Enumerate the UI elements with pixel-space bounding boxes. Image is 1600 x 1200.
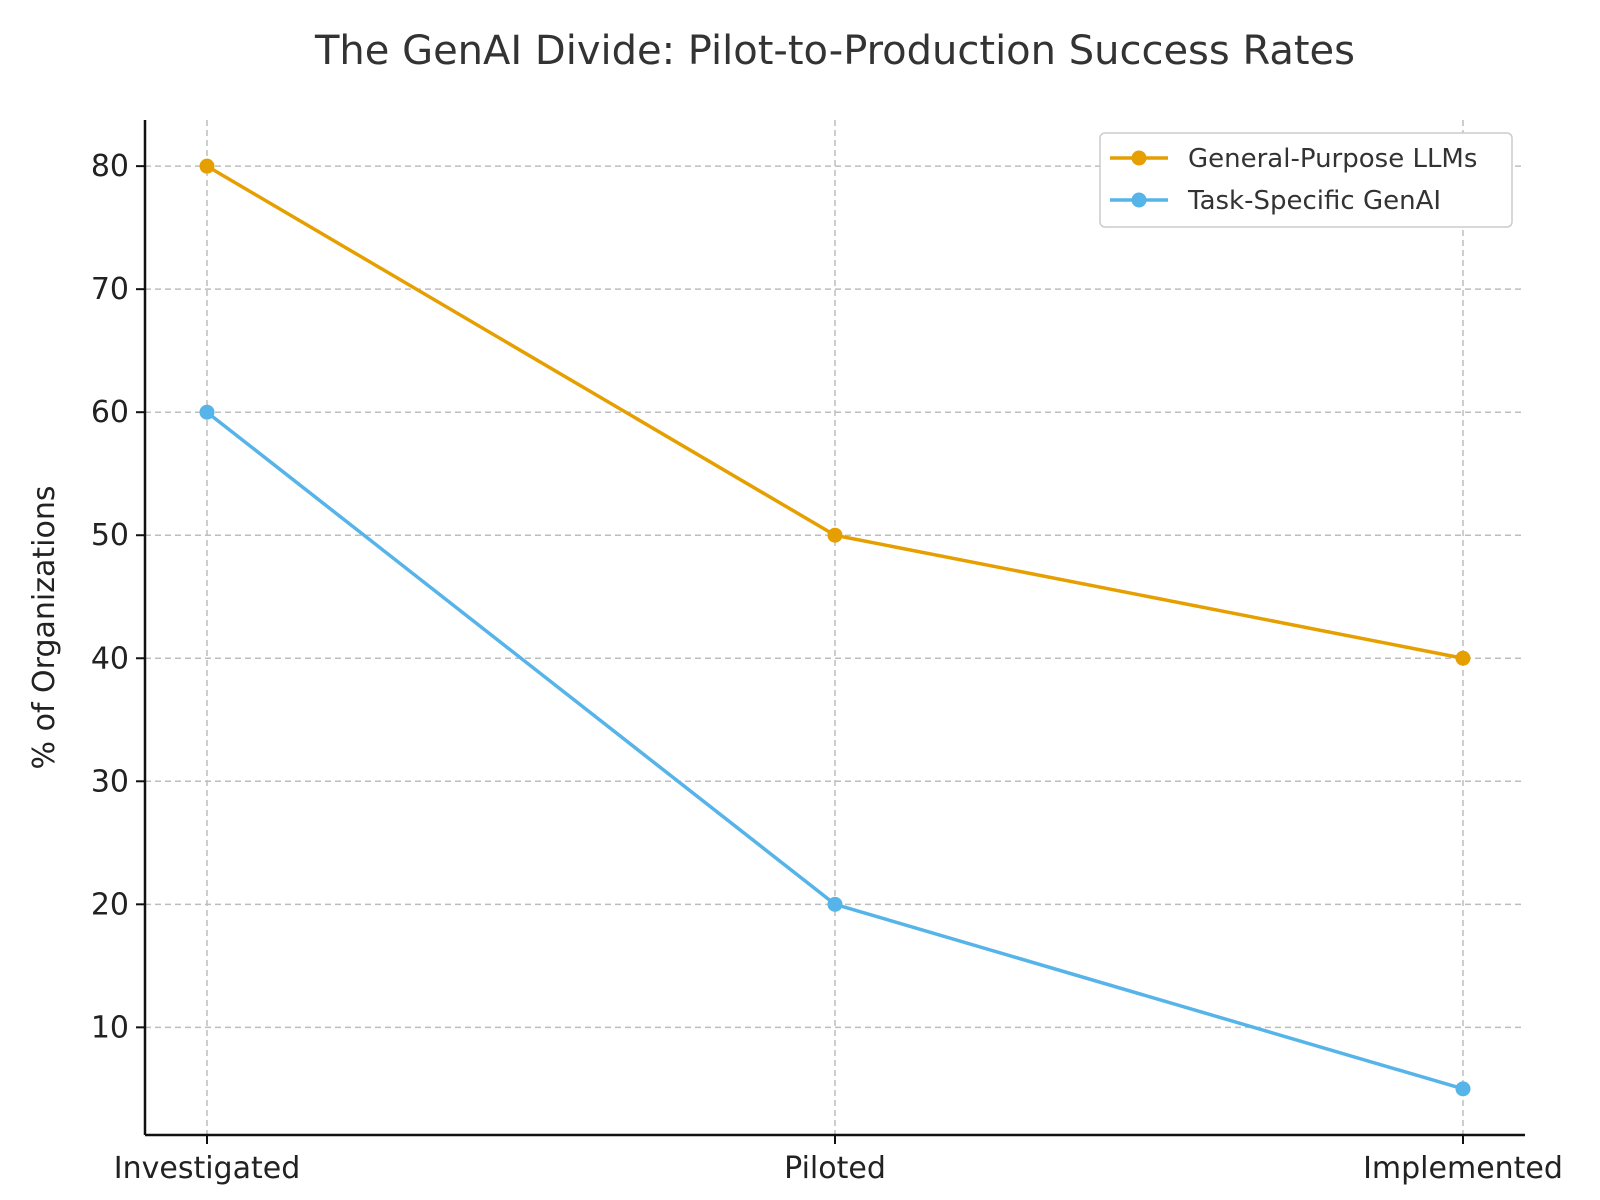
data-point	[827, 527, 843, 543]
data-point	[1455, 650, 1471, 666]
data-point	[199, 404, 215, 420]
series	[199, 158, 1471, 1097]
legend-marker	[1131, 192, 1147, 208]
x-tick-label: Piloted	[784, 1151, 886, 1186]
y-tick-label: 40	[91, 641, 129, 676]
y-tick-label: 30	[91, 764, 129, 799]
legend-item: Task-Specific GenAI	[1110, 186, 1441, 216]
y-tick-label: 50	[91, 518, 129, 553]
x-tick-label: Investigated	[114, 1151, 301, 1186]
data-point	[1455, 1081, 1471, 1097]
y-tick-label: 20	[91, 887, 129, 922]
chart-title: The GenAI Divide: Pilot-to-Production Su…	[314, 28, 1355, 74]
legend-item: General-Purpose LLMs	[1110, 144, 1477, 174]
y-ticks: 10 20 30 40 50 60 70 80	[91, 149, 145, 1045]
legend-label: General-Purpose LLMs	[1188, 144, 1477, 174]
series-2	[199, 404, 1471, 1097]
legend-label: Task-Specific GenAI	[1187, 186, 1441, 216]
x-tick-label: Implemented	[1363, 1151, 1563, 1186]
y-axis-label: % of Organizations	[27, 486, 62, 770]
legend-marker	[1131, 150, 1147, 166]
y-tick-label: 80	[91, 149, 129, 184]
legend-box	[1099, 132, 1513, 228]
series-1	[199, 158, 1471, 666]
y-tick-label: 10	[91, 1010, 129, 1045]
legend: General-Purpose LLMs Task-Specific GenAI	[1099, 132, 1513, 228]
y-tick-label: 70	[91, 272, 129, 307]
data-point	[199, 158, 215, 174]
x-ticks: Investigated Piloted Implemented	[114, 1135, 1563, 1186]
data-point	[827, 896, 843, 912]
grid	[145, 120, 1525, 1135]
y-tick-label: 60	[91, 395, 129, 430]
